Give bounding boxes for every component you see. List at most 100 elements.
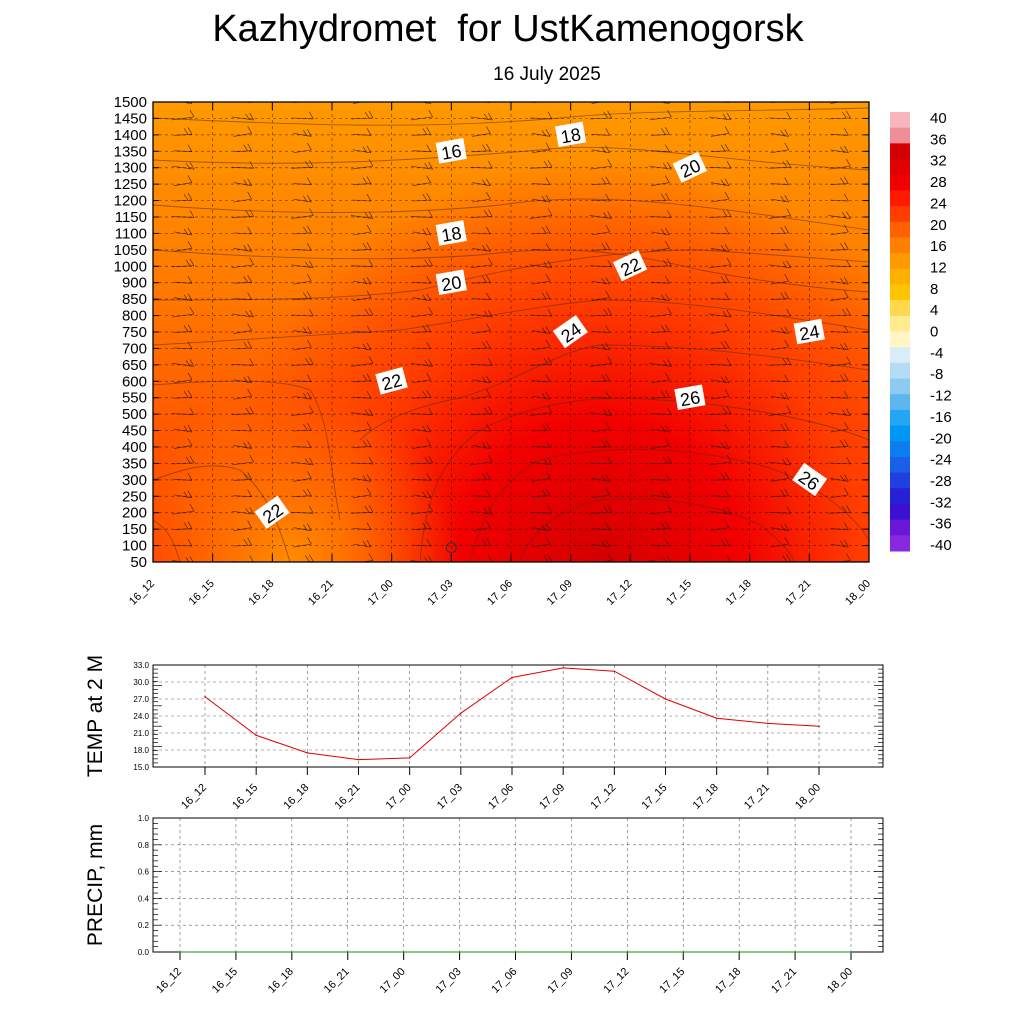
x-tick-label: 17_18 <box>724 578 754 608</box>
data-point <box>204 695 206 698</box>
y-tick-label: 15.0 <box>133 763 149 772</box>
colorbar-swatch <box>890 174 910 191</box>
x-tick-label: 16_15 <box>210 966 240 996</box>
chart-title: Kazhydromet for UstKamenogorsk <box>212 8 804 50</box>
x-tick-label: 17_00 <box>378 966 408 996</box>
y-tick-label: 300 <box>122 472 147 489</box>
x-tick-label: 17_03 <box>434 966 464 996</box>
x-tick-label: 18_00 <box>843 578 873 608</box>
data-point <box>511 676 513 679</box>
colorbar-label: -20 <box>930 430 952 447</box>
y-tick-label: 650 <box>122 357 147 374</box>
colorbar-label: 32 <box>930 153 947 170</box>
data-point <box>767 722 769 725</box>
contour-label: 18 <box>435 220 467 246</box>
y-tick-label: 1250 <box>114 176 147 193</box>
y-tick-label: 800 <box>122 308 147 325</box>
temperature-field <box>153 102 869 562</box>
y-tick-label: 1450 <box>114 110 147 127</box>
y-tick-label: 250 <box>122 488 147 505</box>
y-tick-label: 0.6 <box>138 868 150 877</box>
y-tick-label: 200 <box>122 505 147 522</box>
colorbar-swatch <box>890 409 910 427</box>
x-tick-label: 17_00 <box>366 578 396 608</box>
colorbar-label: 12 <box>930 259 947 276</box>
colorbar-swatch <box>890 268 910 285</box>
colorbar-label: -36 <box>930 516 952 533</box>
colorbar-swatch <box>890 206 910 223</box>
contour-label: 26 <box>674 384 706 410</box>
grid-lines <box>153 102 869 562</box>
colorbar-label: 8 <box>930 281 938 298</box>
y-tick-label: 0.0 <box>138 948 150 957</box>
colorbar-swatch <box>890 237 910 254</box>
x-tick-label: 18_00 <box>825 966 855 996</box>
y-tick-label: 24.0 <box>133 712 149 721</box>
data-point <box>682 951 685 953</box>
y-tick-label: 50 <box>130 554 147 571</box>
y-tick-label: 750 <box>122 324 147 341</box>
y-tick-label: 18.0 <box>133 746 149 755</box>
contour-label: 22 <box>612 250 648 282</box>
colorbar-swatch <box>890 378 910 395</box>
y-tick-label: 1500 <box>114 94 147 111</box>
y-tick-label: 150 <box>122 521 147 538</box>
x-tick-label: 17_12 <box>601 966 631 996</box>
y-tick-label: 100 <box>122 538 147 555</box>
wind-barbs <box>171 102 851 562</box>
data-point <box>357 758 360 761</box>
colorbar-swatch <box>890 535 910 552</box>
data-point <box>179 951 181 953</box>
data-point <box>402 951 405 953</box>
colorbar-label: 40 <box>930 110 947 127</box>
data-point <box>306 752 309 754</box>
x-tick-label: 17_12 <box>588 782 618 812</box>
colorbar-label: 16 <box>930 238 947 255</box>
x-tick-label: 17_15 <box>657 966 687 996</box>
colorbar-swatch <box>890 456 910 474</box>
x-tick-label: 17_06 <box>485 578 515 608</box>
y-tick-label: 0.2 <box>138 921 150 930</box>
data-point <box>613 670 616 673</box>
x-tick-label: 17_09 <box>545 966 575 996</box>
data-point <box>346 951 349 953</box>
y-tick-label: 1000 <box>114 258 147 275</box>
data-point <box>664 698 667 700</box>
x-tick-label: 17_00 <box>384 782 414 812</box>
y-tick-label: 350 <box>122 455 147 472</box>
colorbar-swatch <box>890 221 910 238</box>
colorbar-label: -40 <box>930 537 952 554</box>
y-tick-label: 400 <box>122 439 147 456</box>
y-tick-label: 21.0 <box>133 729 149 738</box>
marker-circle <box>445 542 457 554</box>
colorbar-swatch <box>890 503 910 521</box>
x-tick-label: 16_12 <box>154 966 184 996</box>
x-tick-label: 17_03 <box>425 578 455 608</box>
x-tick-label: 17_03 <box>435 782 465 812</box>
colorbar-swatch <box>890 190 910 207</box>
x-tick-label: 17_21 <box>783 578 813 608</box>
contour-label: 22 <box>375 367 408 395</box>
y-tick-label: 33.0 <box>133 661 149 670</box>
x-tick-label: 17_21 <box>742 782 772 812</box>
svg-text:24: 24 <box>798 321 821 344</box>
data-point <box>850 951 852 953</box>
x-tick-label: 16_21 <box>333 782 363 812</box>
x-axis: 16_12 16_15 16_18 16_21 17_00 17_03 17_06 17_09… <box>154 952 855 996</box>
data-point <box>570 951 573 953</box>
colorbar-swatch <box>890 253 910 270</box>
colorbar-swatch <box>890 472 910 489</box>
minor-ticks <box>153 817 883 953</box>
y-axis: 5010015020025030035040045050055060065070… <box>114 94 869 571</box>
y-tick-label: 0.4 <box>138 894 150 903</box>
y-axis: 33.0 30.0 27.0 24.0 21.0 18.0 15.0 <box>133 661 149 772</box>
colorbar-label: 4 <box>930 302 938 319</box>
x-tick-label: 16_18 <box>281 782 311 812</box>
data-point <box>235 951 237 953</box>
y-tick-label: 1150 <box>115 209 147 226</box>
colorbar-swatch <box>890 143 910 160</box>
grid-lines <box>153 665 883 767</box>
colorbar-swatch <box>890 127 910 144</box>
contour-label: 16 <box>435 138 467 164</box>
